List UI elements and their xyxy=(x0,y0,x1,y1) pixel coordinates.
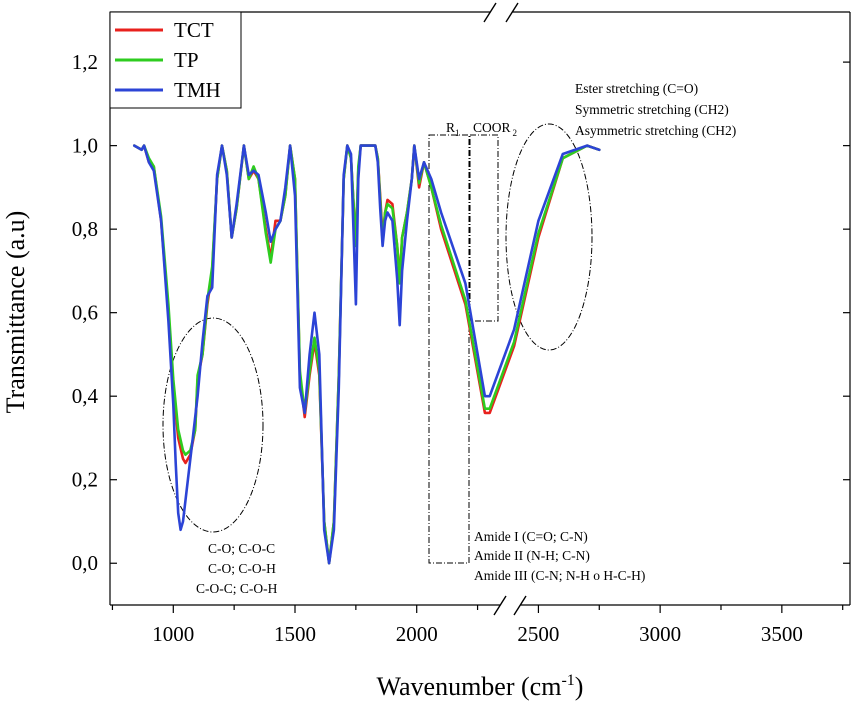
ester-ellipse xyxy=(505,123,593,351)
annotation-shapes xyxy=(162,123,593,564)
x-tick-label: 1000 xyxy=(152,622,194,646)
y-tick-label: 0,0 xyxy=(72,551,98,575)
legend: TCT TP TMH xyxy=(109,11,242,109)
ester-label-2: Symmetric stretching (CH2) xyxy=(575,102,729,117)
r1-label: R1 xyxy=(446,120,460,138)
x-axis-ticks: 1000 1500 2000 2500 3000 3500 xyxy=(111,605,844,646)
amide-box xyxy=(428,134,470,564)
x-tick-label: 3500 xyxy=(761,622,803,646)
legend-label-tmh: TMH xyxy=(174,78,221,102)
ester-label-1: Ester stretching (C=O) xyxy=(575,81,698,96)
y-axis-ticks: 0,0 0,2 0,4 0,6 0,8 1,0 1,2 xyxy=(72,50,850,575)
y-tick-label: 1,0 xyxy=(72,134,98,158)
y-axis-title: Transmittance (a.u) xyxy=(1,211,30,414)
x-tick-label: 2500 xyxy=(517,622,559,646)
coor-label: COOR 2 xyxy=(473,120,517,138)
series-line-tct xyxy=(133,144,601,565)
x-tick-label: 2000 xyxy=(396,622,438,646)
series-line-tp xyxy=(133,144,601,565)
amide-label-3: Amide III (C-N; N-H o H-C-H) xyxy=(474,568,645,583)
coor-box xyxy=(469,134,499,322)
y-tick-label: 0,4 xyxy=(72,384,99,408)
series-line-tmh xyxy=(133,144,601,565)
left-peak-label-1: C-O; C-O-C xyxy=(208,541,275,556)
x-tick-label: 3000 xyxy=(639,622,681,646)
annotation-texts: R1 COOR 2 Ester stretching (C=O) Symmetri… xyxy=(196,81,736,596)
legend-label-tp: TP xyxy=(174,48,199,72)
y-tick-label: 0,8 xyxy=(72,217,98,241)
y-tick-label: 0,2 xyxy=(72,468,98,492)
y-tick-label: 0,6 xyxy=(72,301,98,325)
left-peak-label-2: C-O; C-O-H xyxy=(208,561,276,576)
amide-label-1: Amide I (C=O; C-N) xyxy=(474,529,588,544)
x-axis-title: Wavenumber (cm-1) xyxy=(377,672,584,701)
series-layer xyxy=(133,144,601,565)
break-mark-top-2 xyxy=(505,2,519,23)
left-peak-ellipse xyxy=(162,317,264,533)
ester-label-3: Asymmetric stretching (CH2) xyxy=(575,123,736,138)
break-mark-bottom-1 xyxy=(493,595,507,616)
x-tick-label: 1500 xyxy=(274,622,316,646)
legend-label-tct: TCT xyxy=(174,18,214,42)
left-peak-label-3: C-O-C; C-O-H xyxy=(196,581,278,596)
break-mark-top-1 xyxy=(483,2,497,23)
break-mark-bottom-2 xyxy=(513,595,527,616)
amide-label-2: Amide II (N-H; C-N) xyxy=(474,548,590,563)
y-tick-label: 1,2 xyxy=(72,50,98,74)
